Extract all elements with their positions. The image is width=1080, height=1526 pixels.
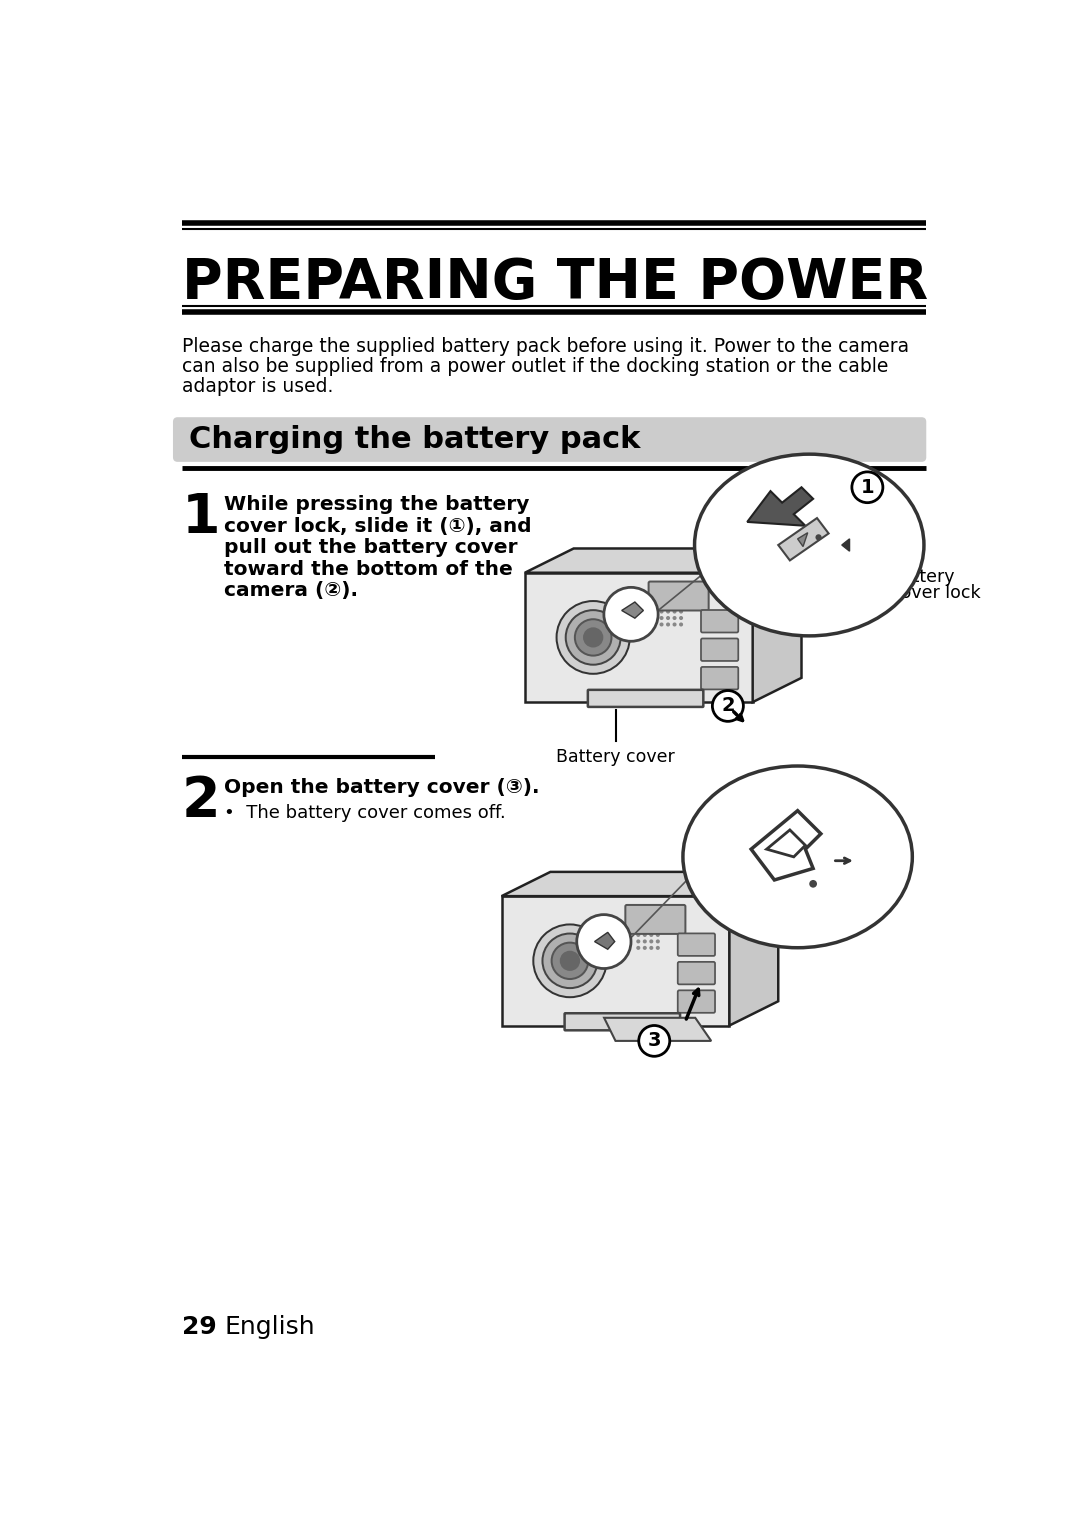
FancyBboxPatch shape (701, 610, 739, 632)
Circle shape (584, 629, 603, 647)
Text: cover lock, slide it (①), and: cover lock, slide it (①), and (225, 516, 531, 536)
Circle shape (556, 601, 630, 674)
Polygon shape (525, 548, 801, 572)
Text: Please charge the supplied battery pack before using it. Power to the camera: Please charge the supplied battery pack … (181, 337, 908, 356)
Ellipse shape (694, 455, 924, 636)
Circle shape (656, 946, 660, 949)
Text: 2: 2 (721, 696, 734, 716)
Circle shape (673, 617, 676, 620)
Circle shape (575, 620, 611, 656)
Circle shape (566, 610, 621, 665)
Polygon shape (753, 548, 801, 702)
Circle shape (643, 940, 647, 943)
Text: 29: 29 (181, 1315, 216, 1338)
Polygon shape (841, 539, 850, 551)
Circle shape (643, 946, 647, 949)
Text: 2: 2 (181, 775, 220, 829)
FancyBboxPatch shape (701, 638, 739, 661)
Polygon shape (779, 517, 828, 560)
Polygon shape (729, 871, 779, 1025)
Circle shape (638, 1025, 670, 1056)
Circle shape (649, 932, 653, 937)
Circle shape (666, 603, 670, 607)
FancyBboxPatch shape (678, 990, 715, 1013)
FancyBboxPatch shape (678, 961, 715, 984)
Ellipse shape (683, 766, 913, 948)
Circle shape (815, 534, 822, 540)
Polygon shape (501, 871, 779, 896)
Text: While pressing the battery: While pressing the battery (225, 494, 529, 514)
Circle shape (660, 609, 663, 613)
Circle shape (552, 943, 589, 980)
Text: English: English (225, 1315, 314, 1338)
Text: adaptor is used.: adaptor is used. (181, 377, 333, 397)
Circle shape (666, 617, 670, 620)
Circle shape (561, 952, 579, 971)
Text: •  The battery cover comes off.: • The battery cover comes off. (225, 804, 505, 821)
Circle shape (604, 588, 658, 641)
Polygon shape (525, 572, 753, 702)
Text: Open the battery cover (③).: Open the battery cover (③). (225, 778, 540, 797)
Circle shape (809, 881, 816, 888)
Circle shape (636, 946, 640, 949)
Circle shape (542, 934, 597, 989)
FancyBboxPatch shape (625, 905, 686, 934)
Circle shape (673, 623, 676, 627)
Text: cover lock: cover lock (891, 583, 981, 601)
Circle shape (679, 623, 683, 627)
Circle shape (636, 932, 640, 937)
Circle shape (660, 617, 663, 620)
Polygon shape (501, 896, 729, 1025)
Circle shape (673, 603, 676, 607)
Circle shape (660, 603, 663, 607)
Circle shape (713, 691, 743, 722)
Circle shape (636, 940, 640, 943)
Circle shape (679, 609, 683, 613)
Text: 3: 3 (648, 1032, 661, 1050)
Circle shape (656, 932, 660, 937)
Text: 1: 1 (861, 478, 874, 497)
Circle shape (643, 926, 647, 931)
Circle shape (649, 940, 653, 943)
Circle shape (679, 603, 683, 607)
Circle shape (577, 914, 631, 969)
Polygon shape (747, 487, 813, 526)
Circle shape (852, 472, 882, 502)
Circle shape (643, 932, 647, 937)
FancyBboxPatch shape (678, 934, 715, 955)
Circle shape (666, 609, 670, 613)
Polygon shape (595, 932, 615, 949)
Text: Battery: Battery (891, 568, 955, 586)
FancyBboxPatch shape (649, 581, 708, 610)
Circle shape (534, 925, 607, 996)
Circle shape (649, 926, 653, 931)
Text: can also be supplied from a power outlet if the docking station or the cable: can also be supplied from a power outlet… (181, 357, 888, 375)
Circle shape (673, 609, 676, 613)
Text: toward the bottom of the: toward the bottom of the (225, 560, 513, 578)
FancyBboxPatch shape (588, 690, 703, 707)
Circle shape (679, 617, 683, 620)
Circle shape (656, 926, 660, 931)
Text: Battery cover: Battery cover (556, 748, 675, 766)
FancyBboxPatch shape (701, 667, 739, 690)
Circle shape (656, 940, 660, 943)
Polygon shape (622, 601, 644, 618)
Text: PREPARING THE POWER: PREPARING THE POWER (181, 256, 928, 310)
FancyBboxPatch shape (173, 417, 927, 462)
Circle shape (666, 623, 670, 627)
Polygon shape (798, 533, 808, 546)
Circle shape (660, 623, 663, 627)
Text: pull out the battery cover: pull out the battery cover (225, 539, 517, 557)
Text: Charging the battery pack: Charging the battery pack (189, 426, 640, 455)
Polygon shape (604, 1018, 712, 1041)
Circle shape (649, 946, 653, 949)
Circle shape (636, 926, 640, 931)
FancyBboxPatch shape (565, 1013, 680, 1030)
Text: camera (②).: camera (②). (225, 581, 359, 600)
Text: 1: 1 (181, 491, 220, 545)
